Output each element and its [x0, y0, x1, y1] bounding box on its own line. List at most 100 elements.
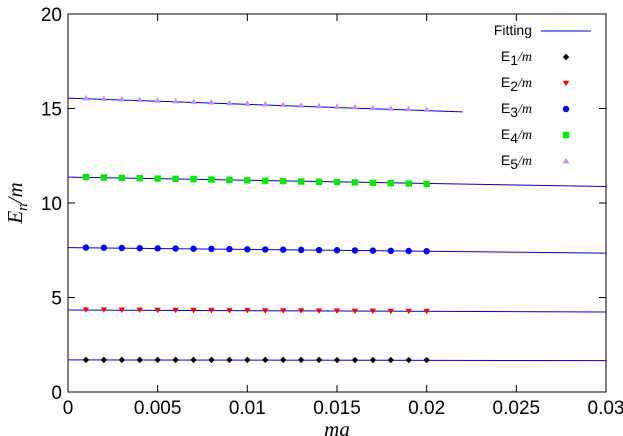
series-4-point — [100, 174, 108, 181]
series-1-point — [118, 356, 125, 364]
series-5-point — [208, 99, 215, 105]
series-4-point — [226, 176, 233, 184]
series-4-point — [190, 175, 197, 183]
legend-marker-series-3 — [562, 105, 570, 113]
series-4-point — [369, 179, 377, 186]
series-5-point — [315, 102, 323, 109]
series-2-point — [280, 308, 287, 314]
legend: Fitting E1/m E2/m E3/m E4/m E5/m — [494, 22, 591, 172]
series-4-point — [118, 174, 125, 182]
series-1-point — [297, 356, 305, 364]
series-1-point — [208, 356, 215, 364]
y-tick-label: 5 — [51, 289, 62, 310]
series-2-point — [118, 307, 125, 313]
series-3-point — [351, 247, 359, 254]
series-4-point — [297, 178, 305, 185]
series-5-point — [154, 97, 161, 103]
series-5-point — [226, 99, 233, 106]
series-5-point — [82, 94, 90, 101]
series-5-point — [100, 95, 108, 101]
series-2-point — [315, 308, 323, 314]
series-4-point — [82, 173, 90, 181]
series-5-point — [405, 105, 412, 112]
series-2-point — [190, 307, 197, 314]
series-1-point — [405, 356, 412, 364]
series-3-point — [154, 245, 161, 252]
legend-marker-series-2 — [562, 80, 570, 87]
series-1-point — [351, 356, 359, 364]
series-5-point — [333, 103, 341, 109]
series-2-point — [297, 308, 305, 314]
series-4-point — [244, 177, 251, 184]
series-3-point — [405, 247, 412, 255]
series-3-point — [100, 244, 108, 251]
series-3-point — [244, 246, 251, 253]
series-3-point — [118, 244, 126, 252]
series-3-point — [369, 247, 377, 254]
series-1-point — [315, 356, 323, 364]
series-2-point — [154, 307, 161, 314]
series-5-point — [369, 104, 377, 111]
series-3-point — [387, 247, 394, 255]
legend-label-series-4: E4/m — [501, 126, 532, 146]
series-2-point — [351, 308, 359, 315]
series-4-point — [154, 175, 161, 182]
series-2-point — [405, 308, 412, 315]
series-2-point — [82, 307, 90, 313]
series-4-point — [208, 176, 215, 183]
series-2-point — [244, 308, 251, 314]
plot-frame — [67, 13, 607, 393]
series-1-point — [136, 356, 143, 364]
legend-marker-series-4 — [562, 131, 570, 139]
series-5-point — [244, 100, 251, 106]
legend-label-fitting: Fitting — [494, 22, 532, 38]
series-4-point — [405, 180, 412, 187]
series-4-point — [333, 178, 341, 186]
series-5-point — [387, 105, 394, 111]
series-2-point — [100, 307, 108, 313]
series-4-point — [351, 179, 359, 186]
y-tick-label: 0 — [51, 383, 62, 404]
series-1-point — [172, 356, 179, 364]
series-2-point — [387, 308, 394, 315]
x-axis-label: ma — [324, 417, 350, 436]
series-1-point — [369, 356, 377, 364]
y-axis-label-base: E — [3, 211, 27, 225]
series-2-point — [423, 308, 430, 315]
legend-marker-series-5 — [562, 157, 570, 164]
series-2-point — [333, 308, 341, 314]
x-tick-label: 0.005 — [134, 398, 182, 419]
series-1-point — [190, 356, 197, 364]
series-3-point — [280, 246, 287, 253]
x-tick-label: 0.01 — [229, 398, 266, 419]
series-1-point — [100, 356, 108, 364]
series-4-point — [423, 180, 430, 188]
series-3-point — [423, 247, 430, 255]
series-4-point — [315, 178, 323, 186]
series-4-point — [172, 175, 179, 183]
series-5-point — [262, 100, 269, 107]
legend-marker-series-1 — [562, 53, 570, 61]
series-1-point — [244, 356, 251, 364]
series-4-point — [280, 177, 287, 185]
x-tick-label: 0.02 — [408, 398, 445, 419]
series-2-point — [172, 307, 179, 314]
y-tick-label: 15 — [41, 100, 62, 121]
series-3-point — [208, 245, 215, 253]
series-3-point — [190, 245, 197, 252]
series-5-point — [351, 103, 359, 110]
series-2-point — [208, 307, 215, 314]
y-axis-label-sub: n — [15, 203, 31, 211]
series-1-point — [387, 356, 394, 364]
series-2-point — [369, 308, 377, 315]
series-3-point — [262, 246, 269, 253]
series-1-point — [82, 356, 90, 364]
series-5-point — [280, 101, 287, 107]
series-4-point — [387, 179, 394, 187]
legend-label-series-5: E5/m — [501, 152, 532, 172]
series-3-point — [315, 246, 323, 254]
legend-label-series-1: E1/m — [501, 48, 532, 68]
series-5-point — [190, 98, 197, 104]
y-tick-label: 20 — [41, 5, 62, 26]
